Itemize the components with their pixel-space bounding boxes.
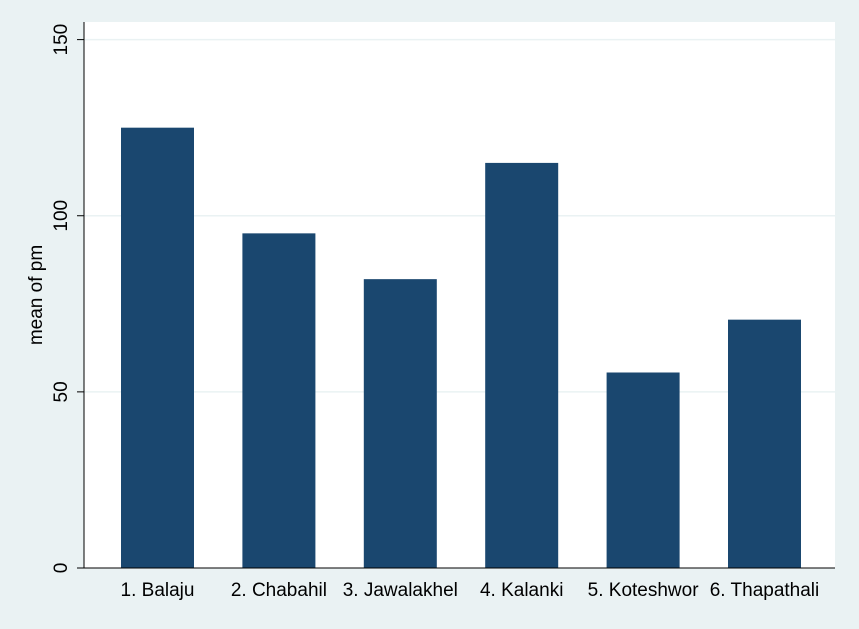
x-tick-label-6: 6. Thapathali xyxy=(710,580,820,601)
gridlines xyxy=(84,38,835,393)
x-tick-label-4: 4. Kalanki xyxy=(480,580,563,601)
bars xyxy=(121,127,801,568)
bar-1 xyxy=(121,127,194,568)
x-tick-label-1: 1. Balaju xyxy=(121,580,195,601)
y-ticks: 0 50 100 150 xyxy=(51,24,84,574)
x-tick-label-3: 3. Jawalakhel xyxy=(343,580,458,601)
x-tick-label-2: 2. Chabahil xyxy=(231,580,327,601)
bar-6 xyxy=(728,319,801,568)
bar-4 xyxy=(485,162,559,568)
plot-area xyxy=(84,22,835,568)
y-tick-label-100: 100 xyxy=(51,200,72,232)
y-tick-label-0: 0 xyxy=(51,563,72,574)
x-tick-label-5: 5. Koteshwor xyxy=(588,580,700,601)
bar-3 xyxy=(363,279,437,568)
y-tick-label-150: 150 xyxy=(51,24,72,56)
x-tick-labels: 1. Balaju 2. Chabahil 3. Jawalakhel 4. Kala… xyxy=(121,580,820,601)
bar-2 xyxy=(242,233,316,568)
bar-5 xyxy=(606,372,680,568)
y-axis-label: mean of pm xyxy=(26,245,47,345)
y-tick-label-50: 50 xyxy=(51,381,72,402)
